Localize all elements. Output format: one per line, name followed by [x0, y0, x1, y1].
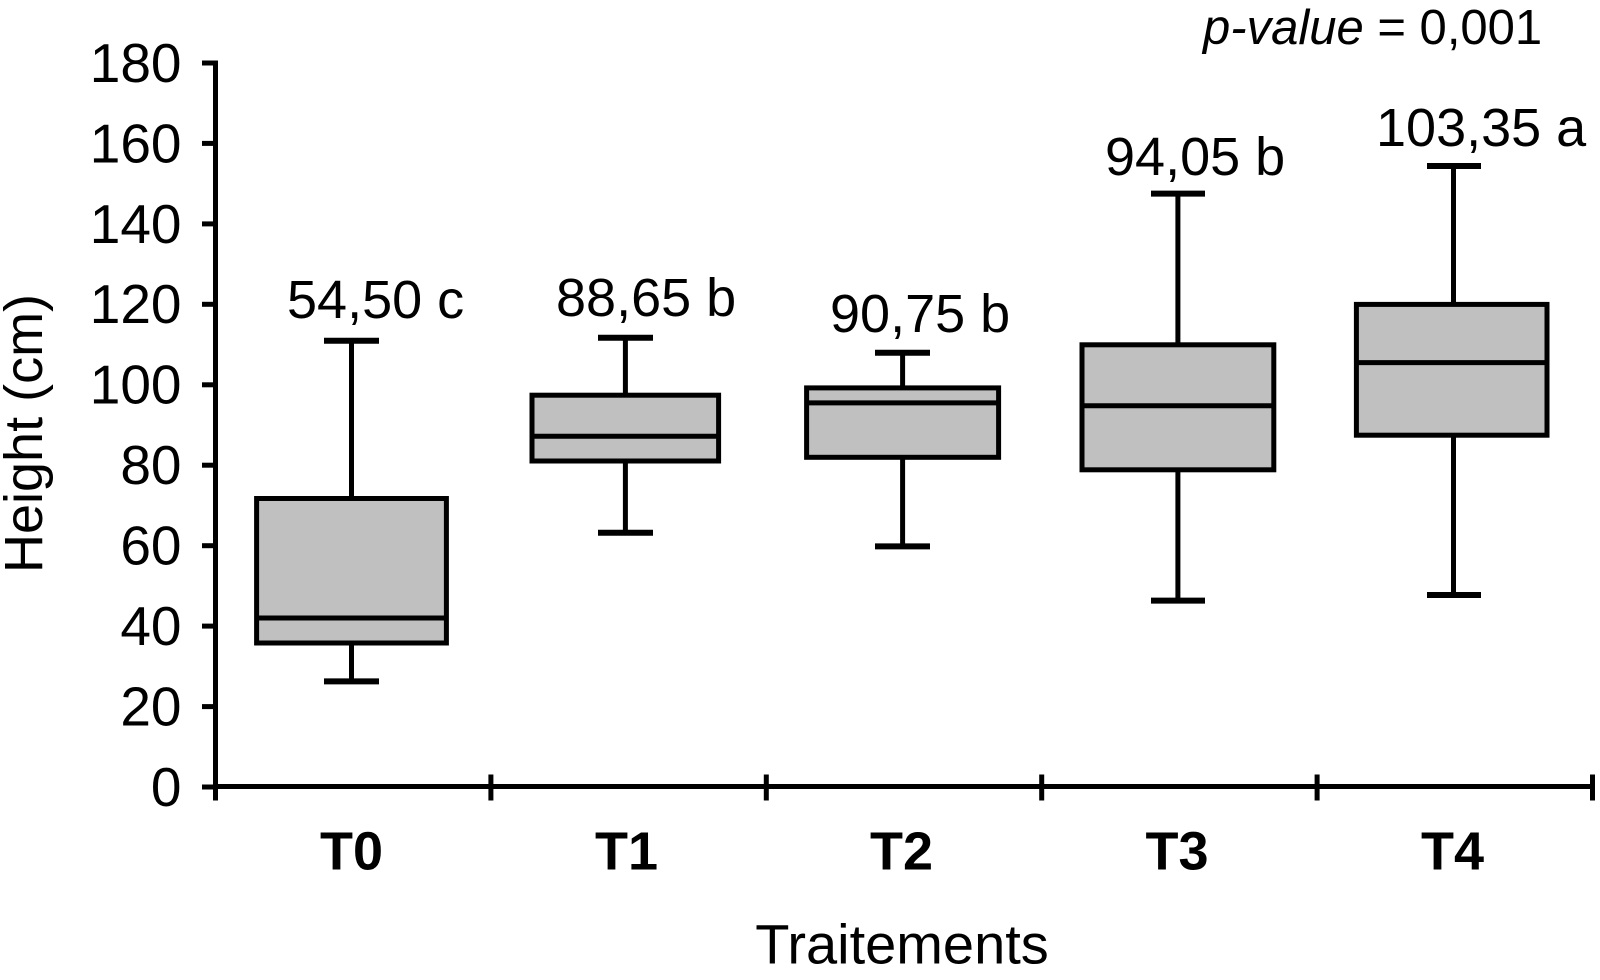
svg-text:140: 140 — [90, 193, 182, 255]
svg-text:80: 80 — [120, 434, 181, 496]
svg-text:94,05 b: 94,05 b — [1105, 127, 1285, 187]
svg-text:Height (cm): Height (cm) — [0, 294, 54, 573]
svg-text:T4: T4 — [1421, 822, 1484, 882]
svg-text:T3: T3 — [1145, 822, 1208, 882]
svg-text:T1: T1 — [595, 822, 658, 882]
svg-text:160: 160 — [90, 112, 182, 174]
svg-text:40: 40 — [120, 595, 181, 657]
svg-text:T2: T2 — [870, 822, 933, 882]
svg-text:Traitements: Traitements — [755, 913, 1049, 976]
svg-text:120: 120 — [90, 273, 182, 335]
svg-text:20: 20 — [120, 676, 181, 738]
svg-text:103,35 a: 103,35 a — [1376, 98, 1587, 158]
svg-text:100: 100 — [90, 354, 182, 416]
svg-text:0: 0 — [151, 756, 182, 818]
svg-text:T0: T0 — [320, 822, 383, 882]
svg-text:180: 180 — [90, 32, 182, 94]
svg-text:90,75 b: 90,75 b — [830, 284, 1010, 344]
svg-text:p-value = 0,001: p-value = 0,001 — [1201, 1, 1542, 55]
svg-text:88,65 b: 88,65 b — [556, 268, 736, 328]
svg-text:54,50 c: 54,50 c — [287, 270, 464, 330]
svg-text:60: 60 — [120, 515, 181, 577]
